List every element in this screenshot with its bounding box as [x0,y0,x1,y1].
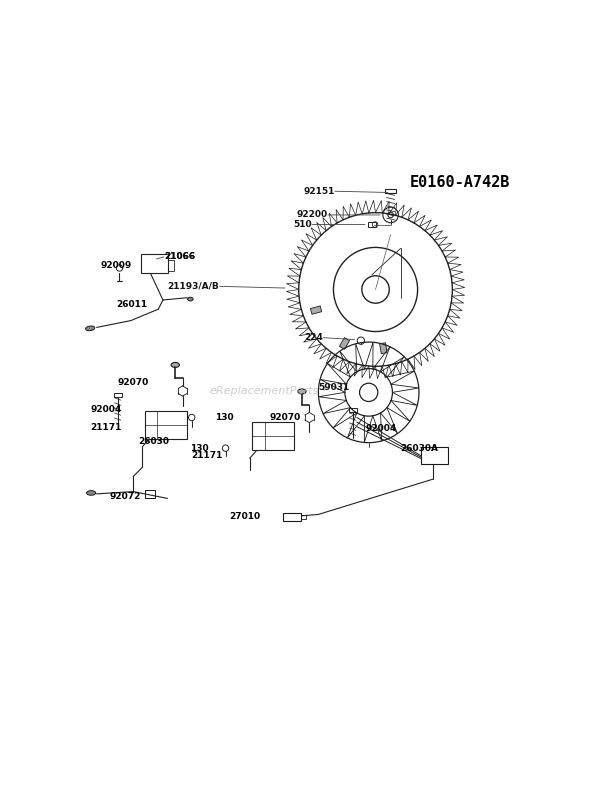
Text: 92200: 92200 [296,211,327,219]
Text: 92004: 92004 [90,406,122,414]
Bar [379,343,387,354]
Text: 92151: 92151 [303,186,335,196]
Bar [145,490,155,498]
Bar [385,189,396,193]
Text: 92004: 92004 [365,424,396,433]
Text: 92072: 92072 [109,492,141,501]
Bar [252,422,294,450]
Text: 26030A: 26030A [400,443,438,453]
Bar [339,338,350,349]
Ellipse shape [298,389,306,394]
Text: 92009: 92009 [100,261,132,270]
Text: 21171: 21171 [90,423,122,432]
Text: 510: 510 [293,220,312,229]
Text: 21066: 21066 [164,252,195,261]
Bar [421,446,448,465]
Bar [349,409,357,413]
Ellipse shape [188,297,193,301]
Text: 21193/A/B: 21193/A/B [168,281,219,291]
Ellipse shape [171,362,179,367]
Text: 92070: 92070 [269,413,300,421]
Bar [310,306,322,314]
Text: eReplacementParts.: eReplacementParts. [209,386,322,396]
Text: 92070: 92070 [118,378,149,387]
Ellipse shape [87,490,96,495]
Text: E0160-A742B: E0160-A742B [410,175,510,190]
Bar [283,513,300,521]
Ellipse shape [86,326,95,331]
Bar [368,222,376,227]
Text: 21066: 21066 [164,252,195,261]
Text: 27010: 27010 [229,512,260,521]
Bar [300,515,306,520]
Text: 130: 130 [190,443,208,453]
Text: 130: 130 [215,413,234,421]
Bar [113,393,122,398]
Bar [142,254,168,274]
Text: 26011: 26011 [116,300,147,309]
Bar [168,260,175,271]
Bar [145,410,186,439]
Text: 26030: 26030 [137,437,169,446]
Text: 21171: 21171 [192,450,223,460]
Text: 59031: 59031 [319,384,350,392]
Text: 224: 224 [304,333,323,342]
